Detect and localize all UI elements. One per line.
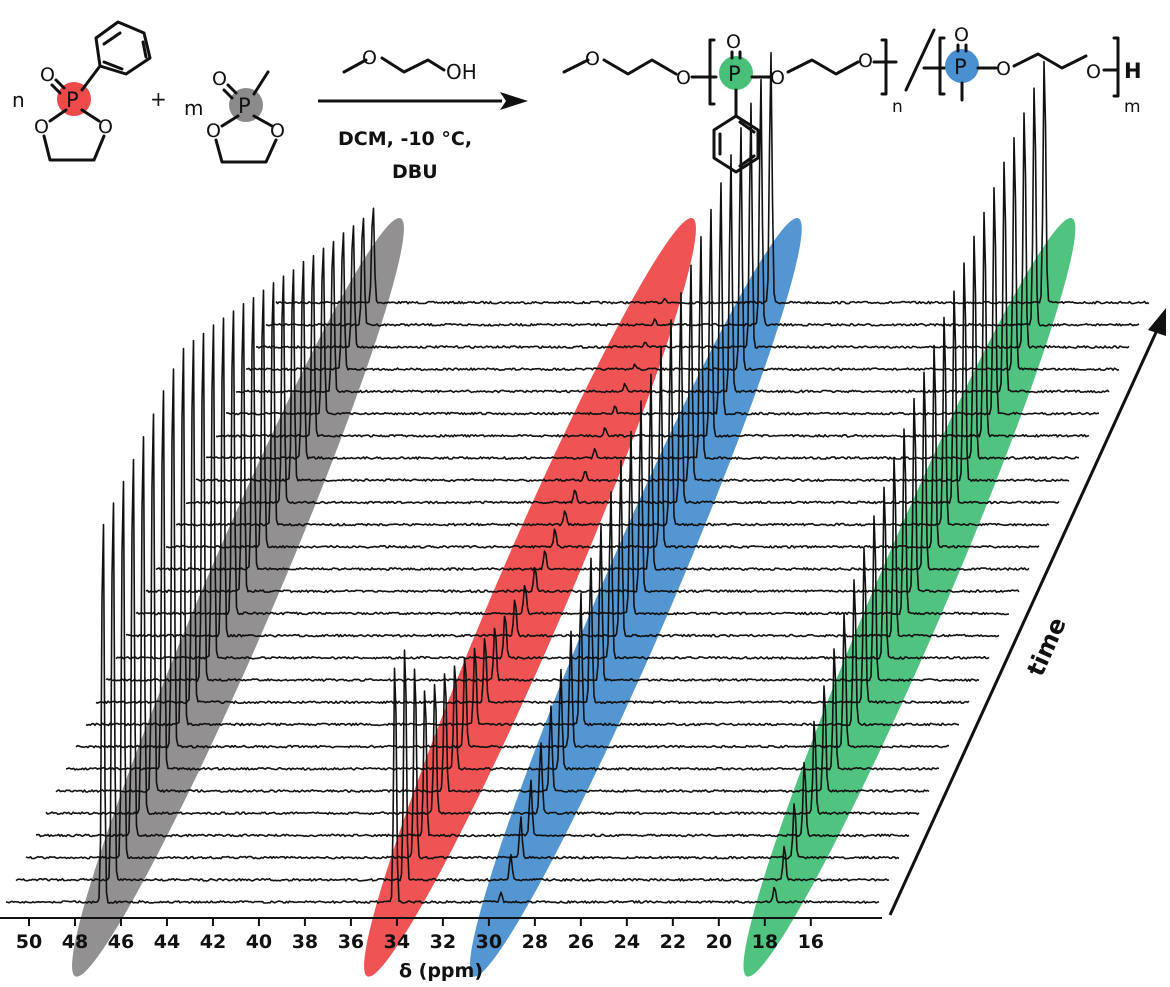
product-o-1: O: [676, 67, 691, 89]
product-ether-o: O: [585, 48, 600, 70]
x-tick-label: 34: [384, 931, 410, 953]
x-tick-label: 40: [246, 931, 272, 953]
x-tick-label: 42: [200, 931, 226, 953]
monomer2-oxo: O: [212, 68, 227, 90]
nmr-spectrum-1: [15, 502, 890, 882]
product-copolymer: O O P O O O n: [562, 24, 1142, 174]
nmr-spectrum-3: [35, 458, 910, 838]
monomer-phenyl-phospholane: n P O O O: [12, 20, 152, 162]
nmr-spectrum-7: [75, 368, 950, 749]
monomer2-ring-o-left: O: [206, 120, 221, 142]
reagent-ether-o: O: [362, 47, 377, 69]
x-tick-label: 36: [338, 931, 364, 953]
scheme-plus: +: [150, 87, 167, 111]
x-tick-label: 38: [292, 931, 318, 953]
monomer-methyl-phospholane: m P O O O: [184, 68, 285, 164]
series-highlight-ellipse-0: [72, 218, 404, 977]
reagent-hydroxyl: OH: [446, 60, 477, 84]
product-subscript-m: m: [1124, 97, 1141, 117]
product-end-group: H: [1124, 59, 1142, 83]
x-tick-label: 24: [614, 931, 640, 953]
nmr-spectrum-0: [5, 523, 880, 904]
conditions-line1: DCM, -10 °C,: [338, 128, 472, 150]
monomer2-highlight: [229, 88, 263, 122]
x-tick-label: 48: [62, 931, 88, 953]
reaction-scheme: n P O O O + m P O O O: [12, 20, 1142, 183]
nmr-spectrum-6: [66, 390, 940, 771]
product-unit1-highlight: [719, 56, 753, 90]
x-axis: 50 48 46 44 42 40 38 36 34 32 30 28 26 24 22 20 18 16: [0, 917, 882, 953]
highlight-ellipses: [72, 218, 1076, 977]
x-tick-label: 50: [16, 931, 42, 953]
x-tick-label: 28: [522, 931, 548, 953]
product-o-3: O: [858, 50, 873, 72]
conditions-line2: DBU: [392, 161, 438, 183]
x-tick-label: 46: [108, 931, 134, 953]
product-o-4: O: [996, 58, 1011, 80]
x-tick-label: 16: [798, 931, 824, 953]
monomer2-coefficient: m: [184, 96, 203, 120]
x-tick-label: 22: [660, 931, 686, 953]
monomer2-phosphorus: P: [238, 94, 251, 118]
product-o-2: O: [770, 67, 785, 89]
time-axis-label: time: [1021, 613, 1071, 680]
x-tick-label: 26: [568, 931, 594, 953]
x-tick-label: 44: [154, 931, 180, 953]
x-tick-label: 32: [430, 931, 456, 953]
product-unit1-phosphorus: P: [728, 62, 741, 86]
reaction-arrow-head: [500, 92, 528, 110]
x-tick-label: 30: [476, 931, 502, 953]
nmr-chart: 50 48 46 44 42 40 38 36 34 32 30 28 26 24 22 20 18 16 δ (…: [0, 51, 1166, 982]
product-subscript-n: n: [892, 97, 903, 117]
nmr-traces: [5, 51, 1150, 904]
time-axis-line: [888, 327, 1160, 916]
product-unit2-oxo: O: [954, 24, 969, 46]
monomer1-oxo: O: [40, 64, 55, 86]
series-highlight-ellipse-2: [469, 218, 802, 977]
monomer1-phosphorus: P: [66, 88, 79, 112]
monomer1-coefficient: n: [12, 88, 25, 112]
product-unit2-phosphorus: P: [954, 55, 967, 79]
series-highlight-ellipse-3: [743, 218, 1076, 977]
product-unit1-oxo: O: [726, 31, 741, 53]
product-unit2-highlight: [945, 49, 979, 83]
monomer1-ring-o-right: O: [98, 116, 113, 138]
x-tick-label: 18: [752, 931, 778, 953]
nmr-spectrum-2: [25, 480, 900, 860]
nmr-spectrum-5: [55, 413, 930, 793]
monomer1-ring-o-left: O: [34, 116, 49, 138]
reaction-arrow-group: O OH DCM, -10 °C, DBU: [318, 47, 528, 183]
monomer2-ring-o-right: O: [270, 120, 285, 142]
series-highlight-ellipse-1: [364, 218, 696, 977]
time-axis-arrowhead: [1148, 308, 1166, 336]
nmr-spectrum-4: [45, 436, 920, 816]
x-axis-title: δ (ppm): [399, 960, 483, 982]
nmr-spectrum-26: [265, 78, 1140, 327]
x-tick-label: 20: [706, 931, 732, 953]
product-o-5: O: [1086, 61, 1101, 83]
